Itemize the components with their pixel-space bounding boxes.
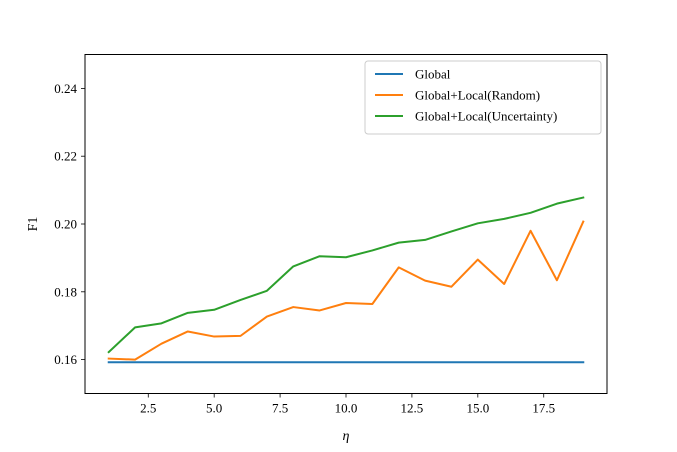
x-tick-label: 17.5: [532, 401, 555, 416]
x-tick-label: 15.0: [466, 401, 489, 416]
legend-frame: [364, 60, 602, 135]
x-tick-label: 12.5: [401, 401, 424, 416]
x-tick-label: 10.0: [335, 401, 358, 416]
y-tick-label: 0.16: [54, 352, 77, 367]
legend: Global Global+Local(Random) Global+Local(U…: [364, 60, 602, 135]
series-line-3: [107, 196, 585, 354]
legend-label-1: Global: [415, 67, 451, 82]
legend-label-3: Global+Local(Uncertainty): [415, 109, 557, 124]
x-axis: 2.5 5.0 7.5 10.0 12.5 15.0 17.5: [140, 393, 555, 416]
legend-label-2: Global+Local(Random): [415, 88, 540, 103]
x-tick-label: 7.5: [272, 401, 288, 416]
y-tick-label: 0.20: [54, 217, 77, 232]
x-axis-label: η: [343, 429, 350, 444]
series-line-2: [107, 220, 585, 361]
plot-lines: [107, 196, 585, 364]
x-tick-label: 2.5: [140, 401, 156, 416]
x-tick-label: 5.0: [206, 401, 222, 416]
y-tick-label: 0.22: [54, 149, 77, 164]
y-tick-label: 0.18: [54, 284, 77, 299]
y-tick-label: 0.24: [54, 81, 77, 96]
y-axis: 0.16 0.18 0.20 0.22 0.24: [54, 81, 85, 367]
y-axis-label: F1: [26, 217, 41, 232]
